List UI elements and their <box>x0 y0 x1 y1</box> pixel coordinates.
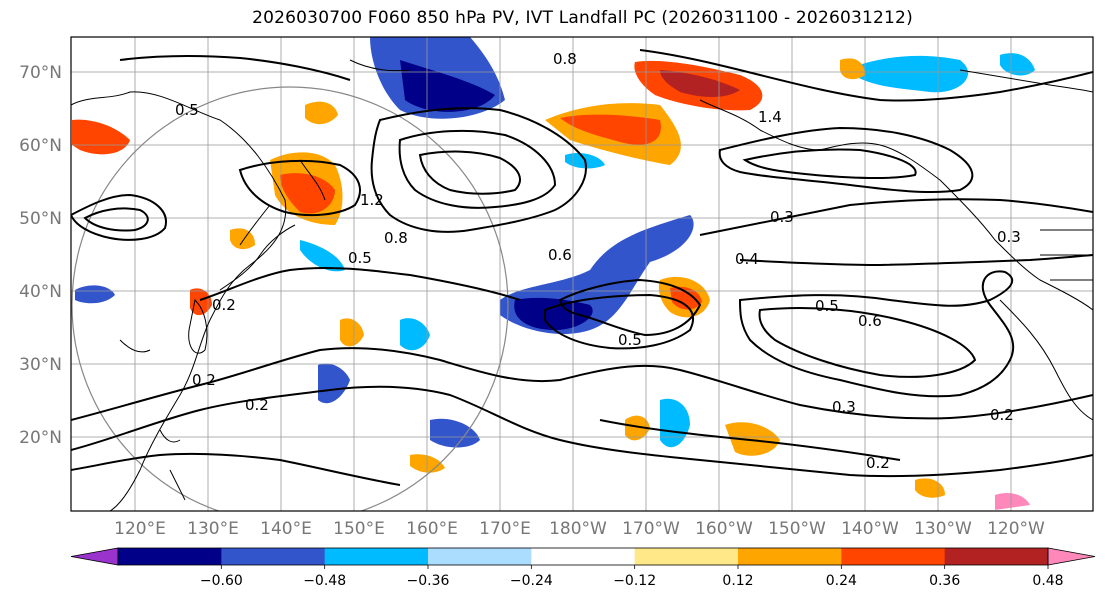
lon-label: 170°W <box>622 519 680 539</box>
map-panel: 0.8 0.5 0.6 0.4 0.3 0.2 1.2 1.4 0.5 0.6 … <box>71 37 1093 511</box>
colorbar-extension-low <box>70 547 119 566</box>
lat-label: 20°N <box>19 428 62 448</box>
positive-anomaly-region <box>915 478 945 498</box>
negative-anomaly-region <box>430 418 480 448</box>
negative-anomaly-region <box>318 363 350 404</box>
lon-label: 160°E <box>406 519 458 539</box>
contour-label: 0.2 <box>990 406 1014 424</box>
negative-anomaly-region <box>845 55 969 93</box>
colorbar-tick-label: −0.48 <box>303 573 346 589</box>
lon-label: 150°W <box>768 519 826 539</box>
colorbar-tick-label: 0.36 <box>929 573 960 589</box>
lat-label: 50°N <box>19 209 62 229</box>
colorbar-tick-label: −0.60 <box>200 573 243 589</box>
contour-label: 1.2 <box>360 191 384 209</box>
colorbar-frame <box>117 547 1049 566</box>
positive-anomaly-core <box>280 173 335 214</box>
contour-label: 0.5 <box>348 249 372 267</box>
lon-label: 160°W <box>695 519 753 539</box>
contour-label: 0.8 <box>384 229 408 247</box>
positive-anomaly-region <box>340 318 364 347</box>
positive-anomaly-core <box>670 286 702 310</box>
lat-label: 60°N <box>19 136 62 156</box>
contour-label: 0.2 <box>192 371 216 389</box>
contour-label: 0.5 <box>815 297 839 315</box>
colorbar-tick-label: −0.12 <box>613 573 656 589</box>
lon-label: 120°E <box>114 519 166 539</box>
positive-anomaly-region <box>190 288 212 316</box>
positive-anomaly-region <box>72 119 130 155</box>
lat-label: 70°N <box>19 63 62 83</box>
lat-label: 30°N <box>19 355 62 375</box>
positive-anomaly-region <box>230 228 255 250</box>
colorbar-bin <box>221 548 326 565</box>
lon-label: 140°E <box>260 519 312 539</box>
colorbar-bin <box>118 548 222 565</box>
contour-label: 0.2 <box>866 454 890 472</box>
colorbar-bin <box>841 548 946 565</box>
contour-label: 0.2 <box>212 296 236 314</box>
negative-anomaly-region <box>1000 53 1035 76</box>
positive-anomaly-core <box>660 70 740 97</box>
colorbar-tick-label: 0.24 <box>826 573 857 589</box>
colorbar: −0.60 −0.48 −0.36 −0.24 −0.12 0.12 0.24 0.36 0.4… <box>70 547 1096 589</box>
colorbar-tick-label: 0.12 <box>722 573 753 589</box>
lon-label: 170°E <box>479 519 531 539</box>
colorbar-bin <box>944 548 1049 565</box>
negative-anomaly-region <box>400 318 430 351</box>
contour-label: 0.3 <box>997 228 1021 246</box>
colorbar-bin <box>324 548 429 565</box>
positive-anomaly-region <box>305 101 338 125</box>
map-title: 2026030700 F060 850 hPa PV, IVT Landfall… <box>252 8 913 28</box>
longitude-labels: 120°E 130°E 140°E 150°E 160°E 170°E 180°… <box>114 519 1045 539</box>
colorbar-tick-label: −0.24 <box>510 573 553 589</box>
contour-label: 0.5 <box>175 101 199 119</box>
graticule <box>71 37 1093 511</box>
positive-anomaly-region <box>725 422 780 456</box>
negative-anomaly-region <box>75 285 115 304</box>
positive-anomaly-core <box>560 114 661 145</box>
positive-anomaly-region <box>840 58 865 80</box>
lon-label: 150°E <box>333 519 385 539</box>
colorbar-tick-label: −0.36 <box>407 573 450 589</box>
pv-contours <box>71 49 1093 486</box>
contour-label: 0.6 <box>858 312 882 330</box>
contour-label: 0.8 <box>553 50 577 68</box>
colorbar-bin <box>634 548 739 565</box>
contour-label: 0.4 <box>735 250 759 268</box>
contour-label: 1.4 <box>758 108 782 126</box>
positive-anomaly-region <box>995 493 1030 510</box>
colorbar-tick-label: 0.48 <box>1032 573 1063 589</box>
negative-anomaly-region <box>300 240 345 272</box>
colorbar-bin <box>738 548 842 565</box>
lon-label: 140°W <box>841 519 899 539</box>
contour-label: 0.3 <box>832 398 856 416</box>
colorbar-extension-high <box>1047 547 1096 566</box>
contour-labels: 0.8 0.5 0.6 0.4 0.3 0.2 1.2 1.4 0.5 0.6 … <box>175 50 1021 472</box>
lon-label: 180°W <box>549 519 607 539</box>
positive-anomaly-region <box>410 454 445 473</box>
lat-label: 40°N <box>19 282 62 302</box>
latitude-labels: 70°N 60°N 50°N 40°N 30°N 20°N <box>19 63 62 448</box>
great-circle-arc <box>71 86 509 511</box>
contour-label: 0.2 <box>245 396 269 414</box>
lon-label: 130°E <box>187 519 239 539</box>
pv-shading <box>72 37 1035 510</box>
contour-label: 0.6 <box>548 246 572 264</box>
contour-label: 0.3 <box>770 208 794 226</box>
lon-label: 120°W <box>987 519 1045 539</box>
colorbar-bin <box>531 548 636 565</box>
negative-anomaly-region <box>660 398 690 448</box>
contour-label: 0.5 <box>618 331 642 349</box>
lon-label: 130°W <box>914 519 972 539</box>
colorbar-bin <box>428 548 532 565</box>
negative-anomaly-core <box>400 60 495 112</box>
coastlines <box>71 59 1093 511</box>
positive-anomaly-region <box>625 415 650 441</box>
map-frame <box>70 36 1094 512</box>
